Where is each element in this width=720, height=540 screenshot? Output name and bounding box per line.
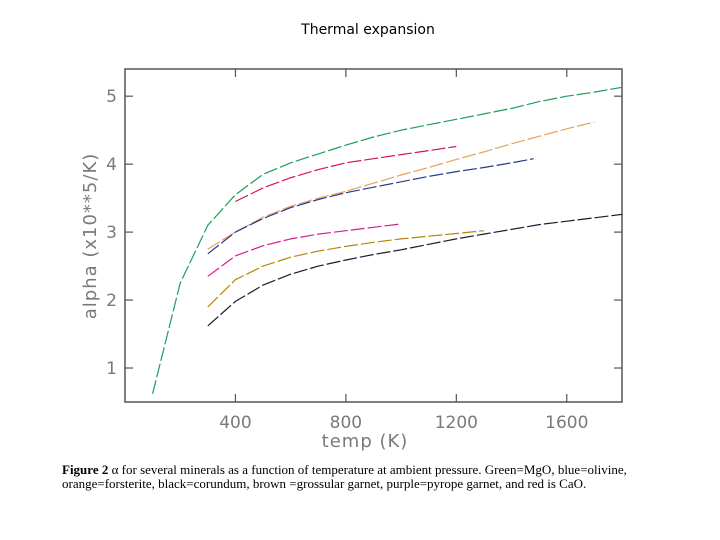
slide-title: Thermal expansion — [301, 22, 435, 38]
series-line-grossular-garnet — [207, 230, 484, 308]
series-line-mgo — [152, 86, 623, 394]
figure-caption: Figure 2 α for several minerals as a fun… — [62, 463, 702, 491]
series-line-cao — [235, 145, 457, 203]
y-tick-label-3: 3 — [106, 223, 117, 243]
axis-ticks: 400 800 1200 1600 1 2 3 4 5 — [106, 69, 622, 433]
figure-label: Figure 2 — [62, 462, 109, 477]
plot-frame — [124, 68, 623, 403]
y-axis-title: alpha (x10**5/K) — [80, 153, 101, 320]
x-tick-label-800: 800 — [330, 413, 362, 433]
y-tick-label-4: 4 — [106, 155, 117, 175]
series-line-olivine — [207, 158, 534, 255]
y-tick-label-1: 1 — [106, 359, 117, 379]
series-line-pyrope-garnet — [207, 223, 402, 277]
x-axis-title: temp (K) — [322, 431, 409, 452]
figure-caption-text: α for several minerals as a function of … — [62, 462, 627, 491]
thermal-expansion-chart: 400 800 1200 1600 1 2 3 4 5 temp (K) alpha (x10*… — [80, 68, 623, 452]
series-line-corundum — [207, 213, 623, 327]
x-tick-label-1600: 1600 — [545, 413, 588, 433]
x-tick-label-400: 400 — [219, 413, 251, 433]
y-tick-label-2: 2 — [106, 291, 117, 311]
x-tick-label-1200: 1200 — [435, 413, 478, 433]
series-layer — [152, 86, 623, 394]
y-tick-label-5: 5 — [106, 87, 117, 107]
series-line-forsterite — [207, 121, 595, 250]
